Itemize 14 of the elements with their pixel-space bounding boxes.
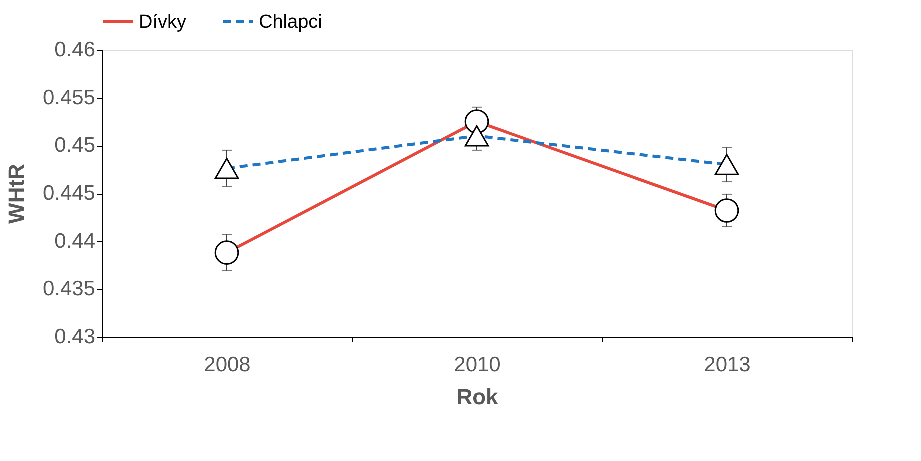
x-tick-label: 2013: [704, 354, 751, 376]
y-tick-label: 0.455: [42, 86, 96, 110]
y-tick-label: 0.435: [42, 278, 96, 301]
y-tick-label: 0.46: [54, 38, 96, 62]
legend-label: Chlapci: [259, 12, 322, 33]
y-tick-label: 0.44: [54, 230, 96, 253]
x-tick-label: 2010: [454, 354, 501, 376]
y-axis-title: WHtR: [4, 164, 29, 224]
y-tick-label: 0.43: [54, 326, 96, 348]
x-tick-label: 2008: [204, 354, 251, 376]
y-tick-label: 0.45: [54, 134, 96, 158]
legend-label: Dívky: [139, 12, 187, 33]
y-tick-label: 0.445: [42, 182, 96, 205]
x-axis-title: Rok: [456, 384, 500, 410]
